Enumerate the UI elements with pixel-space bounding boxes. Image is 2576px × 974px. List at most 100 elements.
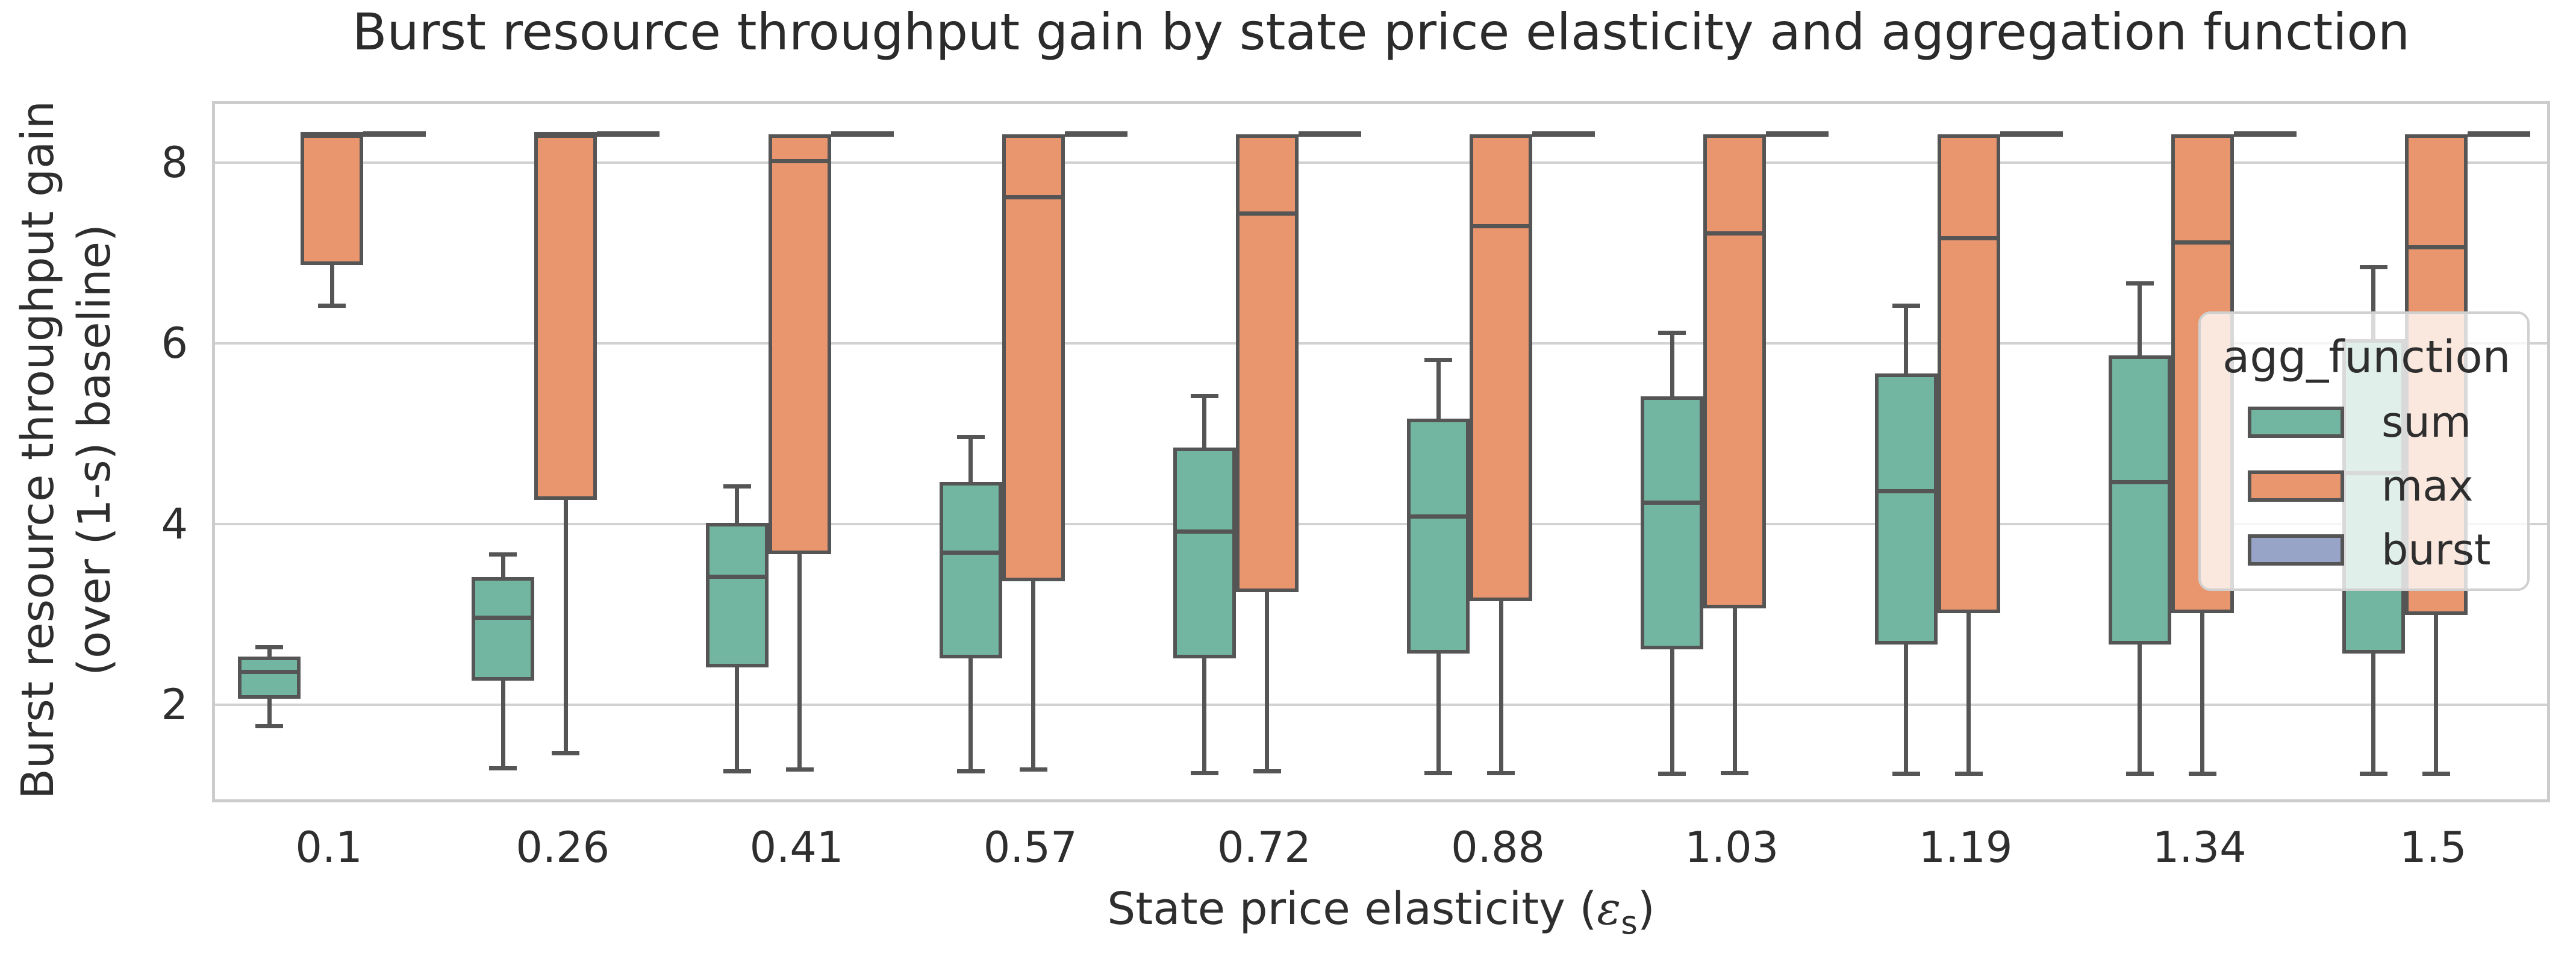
burst-line [2000, 131, 2063, 137]
whisker-cap-bottom [785, 767, 814, 772]
y-tick-label: 8 [161, 138, 188, 187]
whisker-cap-bottom [1424, 770, 1453, 775]
legend: agg_function sum max burst [2198, 311, 2530, 591]
sum-box [1407, 419, 1470, 654]
gridline [215, 161, 2547, 164]
whisker-cap-top [1190, 394, 1218, 398]
burst-line [2467, 131, 2530, 137]
legend-item-label: burst [2381, 525, 2491, 575]
epsilon-subscript: s [1621, 904, 1638, 941]
median-line [1641, 501, 1704, 505]
burst-line [363, 131, 426, 137]
whisker-cap-top [2125, 281, 2154, 286]
whisker-cap-bottom [318, 304, 346, 308]
x-tick-label: 0.41 [749, 823, 844, 872]
median-line [1173, 529, 1236, 534]
burst-line [1064, 131, 1127, 137]
median-line [238, 669, 301, 674]
x-tick-label: 1.5 [2400, 823, 2467, 872]
burst-line [2233, 131, 2297, 137]
epsilon-symbol: ε [1597, 883, 1621, 935]
median-line [534, 132, 597, 136]
burst-line [1766, 131, 1829, 137]
whisker-cap-top [1424, 358, 1453, 362]
y-tick-label: 2 [161, 680, 188, 729]
median-line [472, 615, 535, 620]
whisker-cap-bottom [956, 769, 985, 773]
whisker-cap-top [723, 484, 751, 489]
whisker-cap-top [1892, 304, 1920, 308]
median-line [939, 550, 1002, 555]
sum-box [705, 522, 769, 667]
x-axis-label: State price elasticity (εs) [212, 883, 2550, 941]
burst-line [597, 131, 660, 137]
median-line [1874, 489, 1938, 493]
max-box [1703, 134, 1767, 608]
y-axis-label-line1: Burst resource throughput gain [12, 101, 64, 799]
median-line [1470, 224, 1533, 228]
sum-box [2108, 355, 2171, 645]
x-tick-label: 0.26 [516, 823, 610, 872]
median-line [1235, 211, 1299, 216]
burst-line [1298, 131, 1361, 137]
whisker-cap-bottom [1954, 772, 1983, 776]
median-line [1937, 236, 2000, 240]
whisker-cap-bottom [1892, 772, 1920, 776]
max-box [534, 134, 597, 500]
median-line [768, 159, 831, 163]
max-box [301, 134, 364, 265]
sum-box [1641, 396, 1704, 649]
legend-rows: sum max burst [2201, 398, 2527, 575]
whisker-cap-bottom [1721, 770, 1749, 775]
gridline [215, 523, 2547, 525]
max-box [768, 134, 831, 554]
legend-item-sum: sum [2201, 398, 2527, 447]
x-tick-label: 1.03 [1685, 823, 1779, 872]
legend-item-burst: burst [2201, 525, 2527, 575]
sum-box [472, 576, 535, 681]
median-line [2108, 479, 2171, 484]
median-line [1002, 195, 1065, 199]
median-line [1407, 514, 1470, 519]
gridline [215, 342, 2547, 345]
median-line [301, 132, 364, 136]
plot-area [212, 101, 2550, 802]
whisker-cap-bottom [552, 751, 580, 755]
sum-swatch [2248, 407, 2344, 438]
legend-title: agg_function [2222, 331, 2511, 383]
whisker-cap-top [255, 645, 284, 649]
max-box [1235, 134, 1299, 592]
sum-box [238, 656, 301, 699]
legend-item-max: max [2201, 461, 2527, 511]
median-line [705, 575, 769, 579]
legend-item-label: sum [2381, 398, 2472, 447]
x-tick-label: 0.88 [1451, 823, 1545, 872]
max-box [1002, 134, 1065, 581]
burst-line [831, 131, 894, 137]
x-tick-label: 1.34 [2152, 823, 2247, 872]
max-box [1937, 134, 2000, 613]
median-line [2404, 245, 2468, 249]
whisker-cap-bottom [489, 766, 517, 770]
x-axis-label-suffix: ) [1637, 883, 1655, 935]
whisker-cap-bottom [2359, 772, 2387, 776]
burst-line [1532, 131, 1595, 137]
sum-box [1173, 448, 1236, 658]
whisker-cap-bottom [723, 769, 751, 773]
whisker-cap-top [1658, 331, 1686, 335]
burst-swatch [2248, 534, 2344, 566]
x-tick-label: 0.57 [983, 823, 1077, 872]
whisker-cap-bottom [255, 723, 284, 728]
whisker-cap-top [489, 552, 517, 557]
legend-item-label: max [2381, 461, 2474, 511]
x-axis-label-prefix: State price elasticity ( [1107, 883, 1597, 935]
x-tick-label: 0.1 [295, 823, 363, 872]
whisker-cap-bottom [1487, 770, 1515, 775]
x-tick-label: 1.19 [1918, 823, 2013, 872]
whisker-cap-bottom [1190, 770, 1218, 775]
median-line [2171, 240, 2234, 245]
whisker-cap-bottom [1019, 767, 1047, 772]
y-tick-label: 6 [161, 319, 188, 368]
gridline [215, 704, 2547, 706]
max-swatch [2248, 470, 2344, 502]
